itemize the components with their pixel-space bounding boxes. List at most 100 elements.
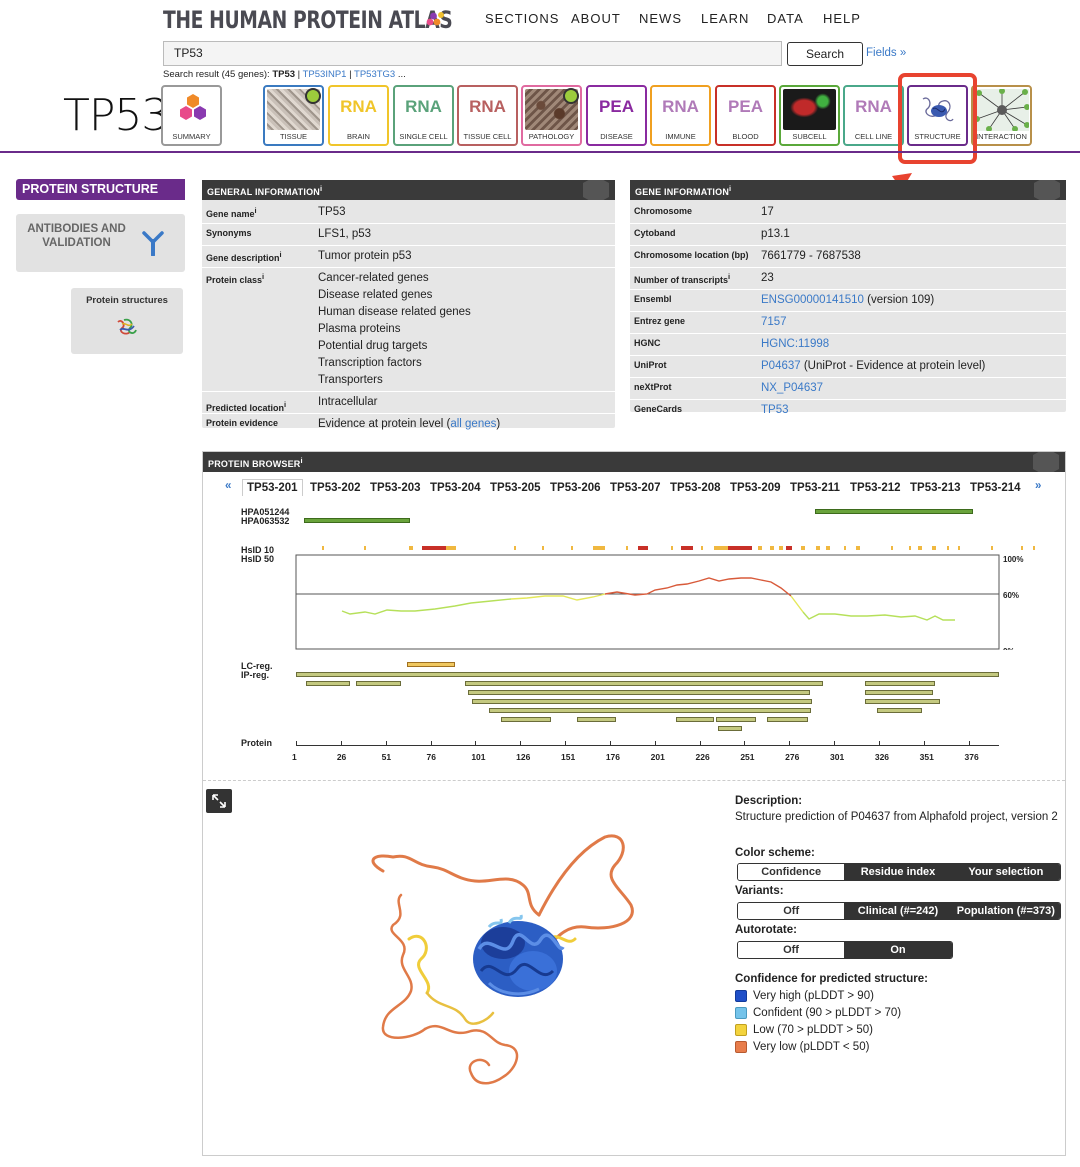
tile-single-cell[interactable]: RNA SINGLE CELL [393,85,454,146]
tile-pathology[interactable]: PATHOLOGY [521,85,582,146]
info-row: Protein classi Cancer-related genes Dise… [202,268,615,392]
ip-region-bar[interactable] [306,681,350,686]
variants-population[interactable]: Population (#=373) [951,903,1060,919]
ip-region-bar[interactable] [577,717,616,722]
info-row: Cytoband p13.1 [630,224,1066,246]
color-scheme-confidence[interactable]: Confidence [738,864,845,880]
nav-sections[interactable]: SECTIONS [485,11,560,26]
info-row: Number of transcriptsi 23 [630,268,1066,290]
track-label-region: LC-reg. IP-reg. [241,661,273,680]
residue-tick-label: 276 [785,752,800,762]
tile-interaction[interactable]: INTERACTION [971,85,1032,146]
ip-region-bar[interactable] [865,699,940,704]
hgnc-link[interactable]: HGNC:11998 [761,338,830,350]
tab-TP53-208[interactable]: TP53-208 [670,482,721,494]
ensembl-link[interactable]: ENSG00000141510 [761,294,864,306]
tile-brain[interactable]: RNA BRAIN [328,85,389,146]
tab-TP53-211[interactable]: TP53-211 [790,482,840,494]
ip-region-bar[interactable] [865,681,935,686]
sidebar-protein-structure[interactable]: PROTEIN STRUCTURE [16,179,185,200]
ip-region-bar[interactable] [676,717,714,722]
tile-subcell[interactable]: SUBCELL [779,85,840,146]
entrez-link[interactable]: 7157 [761,316,787,328]
prev-arrow-icon[interactable]: « [225,480,232,492]
tile-tissue[interactable]: TISSUE [263,85,324,146]
search-button[interactable]: Search [787,42,863,66]
expand-button[interactable] [206,789,232,813]
autorotate-off[interactable]: Off [738,942,845,958]
nav-help[interactable]: HELP [823,11,861,26]
ip-region-bar[interactable] [356,681,401,686]
residue-tick-label: 151 [561,752,576,762]
tab-TP53-214[interactable]: TP53-214 [970,482,1021,494]
search-input[interactable]: TP53 [163,41,782,66]
ip-region-bar[interactable] [489,708,811,713]
ip-region-bar[interactable] [767,717,808,722]
color-scheme-your-selection[interactable]: Your selection [951,864,1060,880]
site-logo[interactable]: THE HUMAN PROTEIN ATLAS [163,6,453,34]
tile-immune[interactable]: RNA IMMUNE [650,85,711,146]
nav-learn[interactable]: LEARN [701,11,750,26]
tile-structure[interactable]: STRUCTURE [907,85,968,146]
structure-viewer: Description: Structure prediction of P04… [203,780,1065,1156]
sidebar-protein-structures[interactable]: Protein structures [71,288,183,354]
residue-tick-mark [878,741,880,745]
all-genes-link[interactable]: all genes [450,418,497,430]
nav-data[interactable]: DATA [767,11,804,26]
tab-TP53-209[interactable]: TP53-209 [730,482,781,494]
legend-swatch [735,1007,747,1019]
search-result-link[interactable]: TP53TG3 [354,69,396,80]
fields-link[interactable]: Fields » [866,47,907,59]
ip-region-bar[interactable] [472,699,812,704]
ip-region-bar[interactable] [865,690,933,695]
tab-TP53-202[interactable]: TP53-202 [310,482,361,494]
info-row: GeneCards TP53 [634,404,789,416]
tab-TP53-207[interactable]: TP53-207 [610,482,661,494]
variants-clinical[interactable]: Clinical (#=242) [844,903,952,919]
ip-region-bar[interactable] [877,708,922,713]
residue-tick-label: 201 [650,752,665,762]
percent-label: 100% [1003,555,1023,564]
tile-summary[interactable]: SUMMARY [161,85,222,146]
tab-TP53-205[interactable]: TP53-205 [490,482,541,494]
variants-off[interactable]: Off [738,903,845,919]
ip-region-bar[interactable] [716,717,756,722]
tab-TP53-203[interactable]: TP53-203 [370,482,421,494]
tile-tissue-cell[interactable]: RNA TISSUE CELL [457,85,518,146]
search-result-link[interactable]: TP53INP1 [302,69,347,80]
tab-TP53-204[interactable]: TP53-204 [430,482,481,494]
next-arrow-icon[interactable]: » [1035,480,1042,492]
info-row: HGNC HGNC:11998 [630,334,1066,356]
antibody-bar[interactable] [304,518,410,523]
tile-blood[interactable]: PEA BLOOD [715,85,776,146]
highlight-box [898,73,977,164]
lc-region-bar[interactable] [407,662,455,667]
autorotate-toggle: Off On [737,941,953,959]
antibody-icon [142,231,164,256]
tile-cell-line[interactable]: RNA CELL LINE [843,85,904,146]
tab-TP53-206[interactable]: TP53-206 [550,482,601,494]
protein-3d-model[interactable] [353,831,683,1101]
ip-region-bar[interactable] [468,690,810,695]
nav-about[interactable]: ABOUT [571,11,621,26]
ip-region-bar[interactable] [718,726,742,731]
color-scheme-residue-index[interactable]: Residue index [844,864,952,880]
tab-TP53-212[interactable]: TP53-212 [850,482,901,494]
tab-TP53-213[interactable]: TP53-213 [910,482,961,494]
nav-news[interactable]: NEWS [639,11,682,26]
residue-tick-mark [520,741,522,745]
ip-region-bar[interactable] [501,717,551,722]
tab-TP53-201[interactable]: TP53-201 [242,479,303,496]
nextprot-link[interactable]: NX_P04637 [761,382,824,394]
ip-region-bar[interactable] [296,672,999,677]
ip-region-bar[interactable] [465,681,823,686]
antibody-bar[interactable] [815,509,973,514]
tile-disease[interactable]: PEA DISEASE [586,85,647,146]
search-result-current[interactable]: TP53 [272,69,296,80]
genecards-link[interactable]: TP53 [761,404,789,416]
autorotate-on[interactable]: On [844,942,952,958]
uniprot-link[interactable]: P04637 [761,360,801,372]
sidebar-antibodies[interactable]: ANTIBODIES AND VALIDATION [16,214,185,272]
residue-tick-mark [296,741,297,745]
residue-tick-mark [923,741,925,745]
